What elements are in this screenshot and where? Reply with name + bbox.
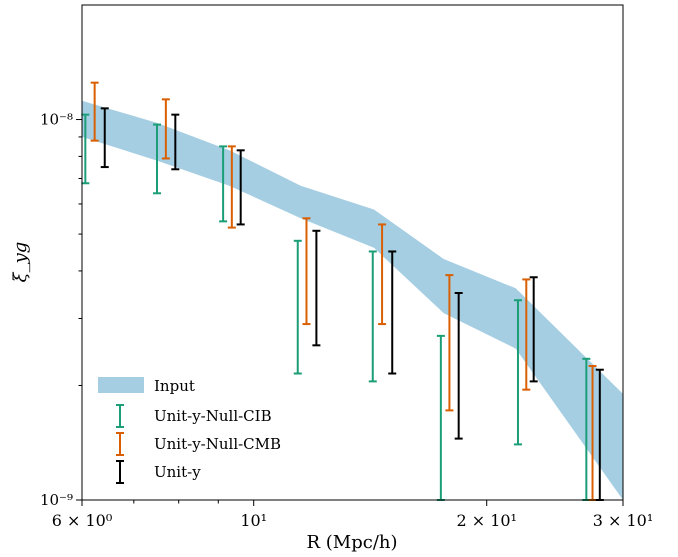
errorbar bbox=[513, 299, 522, 446]
errorbar bbox=[312, 229, 321, 347]
x-tick-label: 6 × 10⁰ bbox=[52, 511, 113, 530]
errorbar bbox=[100, 107, 109, 169]
errorbar bbox=[522, 278, 531, 391]
series-unit-y-null-cib bbox=[81, 113, 591, 501]
errorbar bbox=[293, 239, 302, 375]
y-tick-label: 10⁻⁹ bbox=[40, 491, 73, 509]
legend-entry: Unit-y-Null-CIB bbox=[116, 404, 272, 428]
tick-layer: 6 × 10⁰ 10¹ 2 × 10¹ 3 × 10¹ 10⁻⁹ 10⁻⁸ bbox=[40, 111, 653, 530]
legend-entry: Unit-y bbox=[116, 460, 201, 484]
y-axis-label: ξ_yg bbox=[10, 242, 31, 283]
errorbar bbox=[227, 145, 236, 229]
x-tick-label: 10¹ bbox=[240, 511, 267, 530]
errorbar bbox=[171, 113, 180, 171]
x-tick-label: 2 × 10¹ bbox=[456, 511, 517, 530]
errorbar bbox=[90, 81, 99, 142]
legend: Input Unit-y-Null-CIB Unit-y-Null-CMB Unit-… bbox=[98, 377, 281, 484]
x-axis-label: R (Mpc/h) bbox=[306, 532, 397, 553]
legend-swatch-input bbox=[98, 377, 144, 393]
errorbar bbox=[388, 250, 397, 375]
errorbar bbox=[529, 276, 538, 383]
errorbar bbox=[436, 334, 445, 501]
errorbar bbox=[153, 123, 162, 195]
errorbar bbox=[378, 223, 387, 326]
legend-entry: Unit-y-Null-CMB bbox=[116, 432, 281, 456]
plot-frame bbox=[81, 4, 624, 501]
legend-label: Unit-y-Null-CIB bbox=[154, 407, 272, 425]
errorbar bbox=[161, 98, 170, 160]
legend-label-input: Input bbox=[154, 377, 195, 395]
errorbar bbox=[445, 274, 454, 412]
errorbar bbox=[302, 217, 311, 326]
errorbar-layer bbox=[81, 81, 604, 501]
errorbar bbox=[368, 250, 377, 383]
legend-label: Unit-y bbox=[154, 463, 201, 481]
series-unit-y-null-cmb bbox=[90, 81, 597, 501]
errorbar bbox=[454, 291, 463, 440]
series-unit-y bbox=[100, 107, 604, 501]
errorbar bbox=[81, 113, 90, 185]
errorbar bbox=[236, 149, 245, 226]
y-tick-label: 10⁻⁸ bbox=[40, 111, 73, 129]
errorbar bbox=[219, 145, 228, 223]
x-tick-label: 3 × 10¹ bbox=[593, 511, 654, 530]
legend-label: Unit-y-Null-CMB bbox=[154, 435, 281, 453]
